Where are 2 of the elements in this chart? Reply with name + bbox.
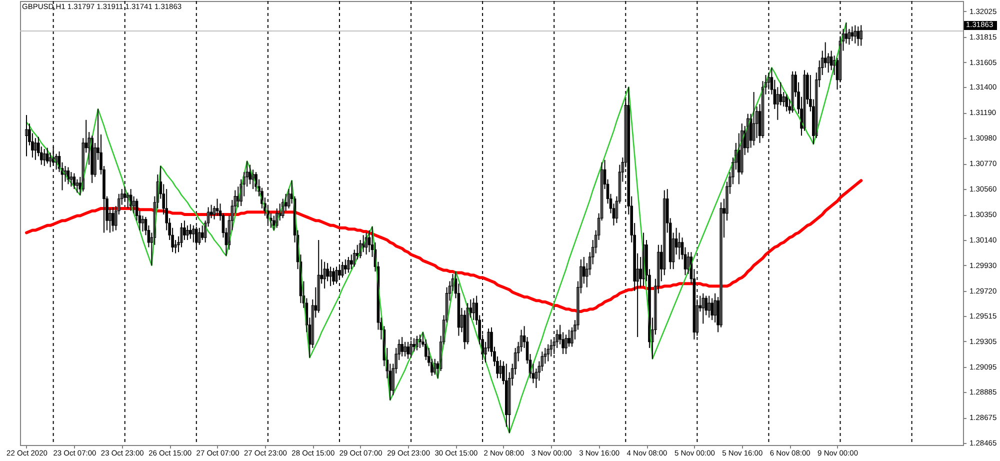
line-series	[24, 179, 863, 314]
line-series	[26, 22, 847, 434]
